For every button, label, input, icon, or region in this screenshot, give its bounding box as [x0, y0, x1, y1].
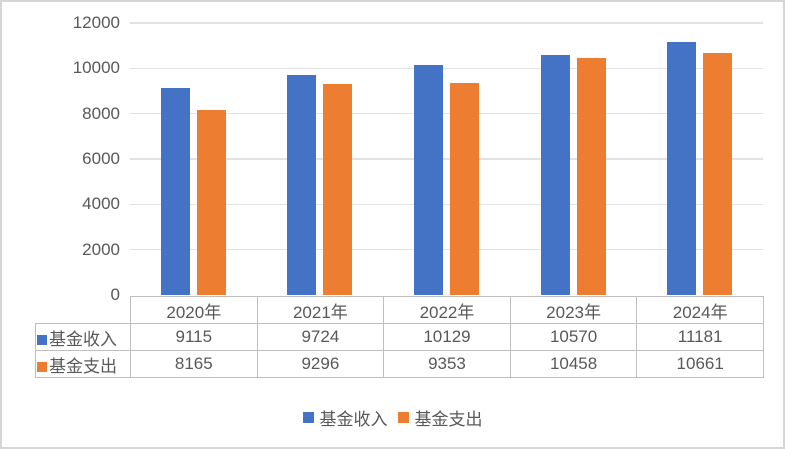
- table-cell-基金收入-2022年: 10129: [383, 323, 511, 351]
- table-cell-基金收入-2023年: 10570: [509, 323, 638, 351]
- y-tick-label-2000: 2000: [82, 239, 120, 259]
- bar-基金支出-2023年: [576, 57, 606, 295]
- table-row: 基金支出 8165 9296 9353 10458 10661: [35, 350, 764, 378]
- bar-基金收入-2022年: [414, 65, 443, 295]
- gridline-12000: [130, 22, 763, 24]
- bar-基金收入-2023年: [540, 55, 570, 295]
- table-cell-基金支出-2020年: 8165: [130, 350, 258, 378]
- gridline-6000: [130, 158, 763, 160]
- legend: 基金收入 基金支出: [0, 405, 785, 430]
- series-key-icon: [37, 361, 47, 372]
- y-tick-label-4000: 4000: [82, 194, 120, 214]
- y-tick-label-12000: 12000: [72, 13, 120, 32]
- y-tick-label-8000: 8000: [82, 103, 120, 123]
- gridline-4000: [130, 203, 763, 206]
- bar-基金收入-2021年: [287, 74, 317, 295]
- y-tick-label-0: 0: [110, 285, 120, 304]
- bar-基金支出-2022年: [450, 83, 479, 295]
- plot-area: [130, 22, 763, 295]
- legend-label: 基金收入: [319, 409, 388, 429]
- bar-基金收入-2024年: [667, 41, 697, 295]
- table-cell-基金支出-2024年: 10661: [636, 350, 764, 378]
- table-header-row: 2020年 2021年 2022年 2023年 2024年: [36, 296, 764, 324]
- gridline-8000: [130, 112, 763, 115]
- table-column-header: 2020年: [130, 296, 258, 324]
- table-cell-基金收入-2021年: 9724: [256, 323, 385, 351]
- legend-swatch-icon: [397, 411, 409, 423]
- bar-基金支出-2021年: [323, 84, 353, 295]
- table-column-header: 2021年: [256, 296, 385, 324]
- table-row: 基金收入 9115 9724 10129 10570 11181: [35, 323, 764, 351]
- legend-swatch-icon: [302, 411, 314, 423]
- table-cell-基金收入-2020年: 9115: [130, 323, 258, 351]
- bar-基金支出-2020年: [196, 109, 226, 295]
- legend-label: 基金支出: [414, 409, 483, 429]
- table-cell-基金收入-2024年: 11181: [636, 323, 764, 351]
- table-row-header: 基金支出: [35, 350, 131, 378]
- bar-基金支出-2024年: [703, 53, 733, 295]
- table-column-header: 2022年: [383, 296, 511, 324]
- gridline-10000: [130, 67, 763, 70]
- bar-基金收入-2020年: [160, 88, 190, 295]
- data-table: 2020年 2021年 2022年 2023年 2024年 基金收入 9115 9724 101…: [35, 296, 764, 378]
- table-cell-基金支出-2022年: 9353: [383, 350, 511, 378]
- table-blank-corner-cell: [36, 297, 131, 324]
- legend-item: 基金收入: [302, 405, 388, 430]
- legend-item: 基金支出: [397, 405, 483, 430]
- table-cell-基金支出-2023年: 10458: [509, 350, 638, 378]
- table-row-header: 基金收入: [35, 323, 131, 351]
- series-key-icon: [37, 334, 47, 345]
- table-column-header: 2023年: [509, 296, 638, 324]
- table-column-header: 2024年: [636, 296, 764, 324]
- y-tick-label-10000: 10000: [72, 58, 120, 78]
- y-tick-label-6000: 6000: [82, 149, 120, 168]
- table-cell-基金支出-2021年: 9296: [256, 350, 385, 378]
- gridline-2000: [130, 248, 763, 251]
